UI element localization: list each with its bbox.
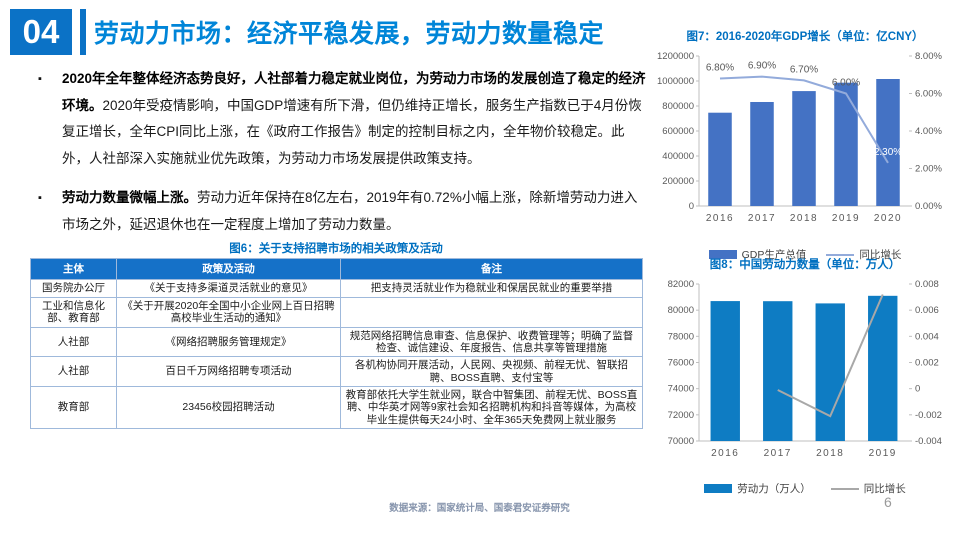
svg-text:4.00%: 4.00%: [915, 126, 942, 137]
svg-text:0.002: 0.002: [915, 358, 939, 369]
table-cell: 人社部: [30, 326, 117, 358]
table-cell: 教育部依托大学生就业网，联合中智集团、前程无忧、BOSS直聘、中华英才网等9家社…: [340, 385, 643, 430]
svg-text:400000: 400000: [662, 151, 694, 162]
figure6-caption: 图6：关于支持招聘市场的相关政策及活动: [229, 243, 443, 255]
svg-text:76000: 76000: [668, 358, 694, 369]
labor-chart-legend: 劳动力（万人） 同比增长: [655, 481, 955, 496]
gdp-chart: 1200000 1000000 800000 600000 400000 200000 0 8…: [657, 51, 942, 224]
svg-text:82000: 82000: [668, 279, 694, 290]
gdp-chart-block: 图7：2016-2020年GDP增长（单位：亿CNY） 1200000 10000…: [655, 28, 955, 262]
svg-text:6.90%: 6.90%: [748, 61, 776, 72]
table-row: 人社部 《网络招聘服务管理规定》 规范网络招聘信息审查、信息保护、收费管理等；明…: [30, 326, 643, 358]
svg-text:200000: 200000: [662, 176, 694, 187]
svg-text:78000: 78000: [668, 331, 694, 342]
table-cell: 各机构协同开展活动，人民网、央视频、前程无忧、智联招聘、BOSS直聘、支付宝等: [340, 356, 643, 387]
svg-text:2017: 2017: [748, 213, 776, 224]
labor-chart: 82000 80000 78000 76000 74000 72000 70000 0.008…: [668, 279, 942, 459]
table-cell: 23456校园招聘活动: [116, 385, 341, 430]
table-cell: 教育部: [30, 385, 117, 430]
svg-text:-0.002: -0.002: [915, 410, 942, 421]
svg-text:70000: 70000: [668, 436, 694, 447]
table-cell: 把支持灵活就业作为稳就业和保居民就业的重要举措: [340, 279, 643, 298]
svg-text:2.00%: 2.00%: [915, 164, 942, 175]
page-number: 6: [884, 494, 892, 510]
table-header-row: 主体 政策及活动 备注: [30, 257, 643, 281]
svg-text:2020: 2020: [874, 213, 902, 224]
bullet-labor-body: 劳动力近年保持在8亿左右，2019年有0.72%小幅上涨，除新增劳动力进入市场之…: [62, 190, 638, 232]
legend-item-gdp-growth: 同比增长: [826, 247, 901, 262]
svg-text:2019: 2019: [832, 213, 860, 224]
labor-chart-block: 图8：中国劳动力数量（单位：万人） 82000 80000 78000 76000 74…: [655, 256, 955, 496]
figure8-caption: 图8：中国劳动力数量（单位：万人）: [709, 259, 901, 271]
legend-item-labor-growth: 同比增长: [830, 481, 906, 496]
legend-label: GDP生产总值: [741, 249, 807, 261]
bullet-economy-lead: 2020年全年整体经济态势良好，人社部着力稳定就业岗位，为劳动力市场的发展创造了…: [62, 71, 646, 113]
svg-text:2018: 2018: [790, 213, 818, 224]
column-header-entity: 主体: [30, 257, 117, 281]
svg-text:6.00%: 6.00%: [915, 89, 942, 100]
column-header-note: 备注: [340, 257, 643, 281]
table-row: 工业和信息化部、教育部 《关于开展2020年全国中小企业网上百日招聘高校毕业生活…: [30, 296, 643, 328]
svg-text:6.80%: 6.80%: [706, 63, 734, 74]
svg-text:1000000: 1000000: [657, 76, 694, 87]
legend-item-labor: 劳动力（万人）: [704, 481, 811, 496]
bullet-economy: 2020年全年整体经济态势良好，人社部着力稳定就业岗位，为劳动力市场的发展创造了…: [36, 66, 648, 172]
svg-text:2019: 2019: [869, 448, 897, 459]
summary-bullets: 2020年全年整体经济态势良好，人社部着力稳定就业岗位，为劳动力市场的发展创造了…: [36, 66, 648, 251]
svg-text:80000: 80000: [668, 305, 694, 316]
section-number-badge: 04: [10, 9, 72, 55]
table-cell: 人社部: [30, 356, 117, 387]
svg-text:0.008: 0.008: [915, 279, 939, 290]
table-cell: 百日千万网络招聘专项活动: [116, 356, 341, 387]
svg-text:-0.004: -0.004: [915, 436, 942, 447]
bar-swatch-icon: [704, 484, 733, 493]
bullet-labor-lead: 劳动力数量微幅上涨。: [62, 190, 197, 205]
svg-text:2.30%: 2.30%: [874, 147, 902, 158]
table-cell: 《关于开展2020年全国中小企业网上百日招聘高校毕业生活动的通知》: [116, 296, 341, 328]
legend-label: 同比增长: [859, 249, 902, 261]
table-cell: 《网络招聘服务管理规定》: [116, 326, 341, 358]
legend-label: 同比增长: [863, 483, 906, 495]
svg-text:8.00%: 8.00%: [915, 51, 942, 62]
bar-swatch-icon: [708, 250, 737, 259]
table-cell: 工业和信息化部、教育部: [30, 296, 117, 328]
table-cell: 规范网络招聘信息审查、信息保护、收费管理等；明确了监督检查、诚信建设、年度报告、…: [340, 326, 643, 358]
bullet-economy-body: 2020年受疫情影响，中国GDP增速有所下滑，但仍维持正增长，服务生产指数已于4…: [62, 97, 642, 166]
svg-text:1200000: 1200000: [657, 51, 694, 62]
figure7-caption: 图7：2016-2020年GDP增长（单位：亿CNY）: [686, 31, 924, 43]
legend-item-gdp: GDP生产总值: [708, 247, 807, 262]
table-row: 教育部 23456校园招聘活动 教育部依托大学生就业网，联合中智集团、前程无忧、…: [30, 385, 643, 430]
bullet-labor: 劳动力数量微幅上涨。劳动力近年保持在8亿左右，2019年有0.72%小幅上涨，除…: [36, 185, 648, 238]
svg-text:0: 0: [689, 201, 694, 212]
page-title: 劳动力市场：经济平稳发展，劳动力数量稳定: [94, 20, 605, 48]
svg-text:0.00%: 0.00%: [915, 201, 942, 212]
svg-text:2018: 2018: [816, 448, 844, 459]
svg-text:0: 0: [915, 384, 920, 395]
line-swatch-icon: [830, 487, 859, 490]
svg-text:6.00%: 6.00%: [832, 78, 860, 89]
svg-text:2016: 2016: [706, 213, 734, 224]
svg-text:2016: 2016: [711, 448, 739, 459]
legend-label: 劳动力（万人）: [737, 483, 811, 495]
svg-text:74000: 74000: [668, 384, 694, 395]
svg-text:0.004: 0.004: [915, 331, 939, 342]
svg-text:72000: 72000: [668, 410, 694, 421]
svg-text:6.70%: 6.70%: [790, 64, 818, 75]
svg-text:600000: 600000: [662, 126, 694, 137]
line-swatch-icon: [826, 253, 855, 256]
svg-text:2017: 2017: [764, 448, 792, 459]
policy-table: 主体 政策及活动 备注 国务院办公厅 《关于支持多渠道灵活就业的意见》 把支持灵…: [30, 257, 643, 430]
data-source-note: 数据来源：国家统计局、国泰君安证券研究: [389, 503, 570, 514]
table-cell: 国务院办公厅: [30, 279, 117, 298]
table-cell: 《关于支持多渠道灵活就业的意见》: [116, 279, 341, 298]
table-row: 人社部 百日千万网络招聘专项活动 各机构协同开展活动，人民网、央视频、前程无忧、…: [30, 356, 643, 387]
svg-text:0.006: 0.006: [915, 305, 939, 316]
column-header-policy: 政策及活动: [116, 257, 341, 281]
gdp-chart-legend: GDP生产总值 同比增长: [655, 247, 955, 262]
svg-text:800000: 800000: [662, 101, 694, 112]
title-accent-bar: [80, 9, 86, 55]
table-row: 国务院办公厅 《关于支持多渠道灵活就业的意见》 把支持灵活就业作为稳就业和保居民…: [30, 279, 643, 298]
table-cell: [340, 296, 643, 328]
